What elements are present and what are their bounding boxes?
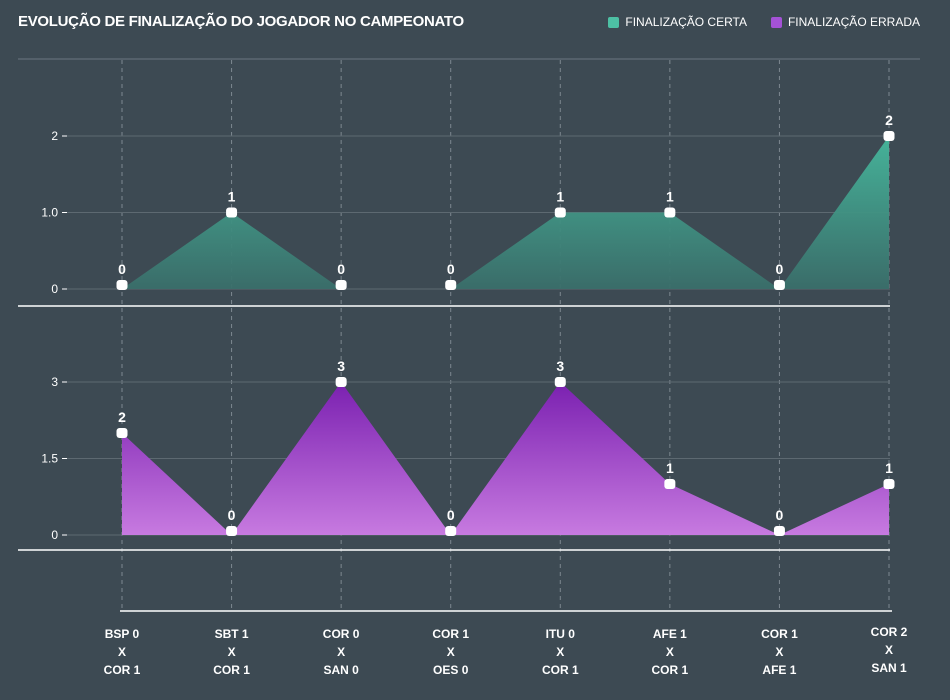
- x-category-line: X: [885, 643, 893, 657]
- data-label-errada: 0: [228, 507, 236, 523]
- x-category-line: SBT 1: [215, 627, 249, 641]
- point-errada[interactable]: [883, 479, 895, 489]
- data-label-errada: 0: [776, 507, 784, 523]
- x-category-label: ITU 0 X COR 1: [542, 627, 579, 677]
- area-layer: [122, 136, 889, 535]
- point-errada[interactable]: [226, 526, 238, 536]
- x-category-line: X: [118, 645, 126, 659]
- point-certa[interactable]: [883, 131, 895, 141]
- x-category-line: AFE 1: [653, 627, 687, 641]
- point-errada[interactable]: [445, 526, 457, 536]
- x-category-label: BSP 0 X COR 1: [104, 627, 141, 677]
- data-label-certa: 1: [228, 189, 236, 205]
- x-category-line: X: [337, 645, 345, 659]
- data-label-errada: 2: [118, 409, 126, 425]
- x-category-line: COR 2: [871, 625, 908, 639]
- data-label-certa: 1: [556, 189, 564, 205]
- legend-swatch-certa: [608, 16, 620, 28]
- legend: FINALIZAÇÃO CERTA FINALIZAÇÃO ERRADA: [608, 15, 920, 29]
- point-errada[interactable]: [116, 428, 128, 438]
- data-label-certa: 0: [337, 261, 345, 277]
- point-certa[interactable]: [664, 207, 676, 218]
- legend-label-certa: FINALIZAÇÃO CERTA: [625, 15, 747, 29]
- y-tick-label-certa: 2: [51, 129, 58, 143]
- x-category-line: SAN 0: [323, 663, 359, 677]
- chart-title: EVOLUÇÃO DE FINALIZAÇÃO DO JOGADOR NO CA…: [18, 13, 464, 30]
- x-category-label: COR 0 X SAN 0: [323, 627, 360, 677]
- area-certa: [122, 136, 889, 289]
- data-label-certa: 0: [776, 261, 784, 277]
- x-category-line: BSP 0: [105, 627, 140, 641]
- point-certa[interactable]: [773, 280, 785, 290]
- legend-item-certa[interactable]: FINALIZAÇÃO CERTA: [608, 15, 747, 29]
- x-category-line: OES 0: [433, 663, 469, 677]
- axes-layer: 0 1.0 2 0 1.5 3: [18, 129, 892, 612]
- x-category-line: X: [228, 645, 236, 659]
- x-category-line: COR 1: [761, 627, 798, 641]
- point-certa[interactable]: [554, 207, 566, 218]
- x-category-line: COR 1: [652, 663, 689, 677]
- x-category-line: COR 1: [432, 627, 469, 641]
- x-category-line: COR 1: [542, 663, 579, 677]
- point-certa[interactable]: [335, 280, 347, 290]
- data-label-certa: 1: [666, 189, 674, 205]
- y-tick-label-errada: 0: [51, 528, 58, 542]
- point-errada[interactable]: [773, 526, 785, 536]
- x-category-label: COR 1 X OES 0: [432, 627, 469, 677]
- x-category-label: COR 2 X SAN 1: [871, 625, 908, 675]
- point-errada[interactable]: [664, 479, 676, 489]
- x-category-line: X: [447, 645, 455, 659]
- x-category-line: COR 1: [104, 663, 141, 677]
- data-label-errada: 3: [337, 358, 345, 374]
- x-category-line: X: [666, 645, 674, 659]
- y-tick-label-errada: 3: [51, 375, 58, 389]
- marks-layer: [116, 131, 895, 536]
- area-errada: [122, 382, 889, 535]
- y-tick-label-certa: 0: [51, 282, 58, 296]
- legend-label-errada: FINALIZAÇÃO ERRADA: [787, 15, 920, 29]
- point-errada[interactable]: [554, 377, 566, 387]
- legend-swatch-errada: [770, 16, 782, 28]
- data-label-errada: 3: [556, 358, 564, 374]
- data-label-errada: 0: [447, 507, 455, 523]
- x-category-label: AFE 1 X COR 1: [652, 627, 689, 677]
- x-category-label: SBT 1 X COR 1: [213, 627, 250, 677]
- x-category-line: COR 0: [323, 627, 360, 641]
- data-label-certa: 2: [885, 112, 893, 128]
- x-category-label: COR 1 X AFE 1: [761, 627, 798, 677]
- point-certa[interactable]: [116, 280, 128, 290]
- y-tick-label-certa: 1.0: [41, 206, 58, 220]
- x-category-line: ITU 0: [546, 627, 576, 641]
- data-label-errada: 1: [885, 460, 893, 476]
- x-category-line: COR 1: [213, 663, 250, 677]
- y-tick-label-errada: 1.5: [41, 452, 58, 466]
- data-label-errada: 1: [666, 460, 674, 476]
- point-certa[interactable]: [226, 207, 238, 218]
- point-errada[interactable]: [335, 377, 347, 387]
- legend-item-errada[interactable]: FINALIZAÇÃO ERRADA: [770, 15, 920, 29]
- data-label-certa: 0: [447, 261, 455, 277]
- point-certa[interactable]: [445, 280, 457, 290]
- data-label-certa: 0: [118, 261, 126, 277]
- x-category-line: SAN 1: [871, 661, 907, 675]
- x-category-line: X: [775, 645, 783, 659]
- x-category-line: AFE 1: [762, 663, 796, 677]
- x-category-line: X: [556, 645, 564, 659]
